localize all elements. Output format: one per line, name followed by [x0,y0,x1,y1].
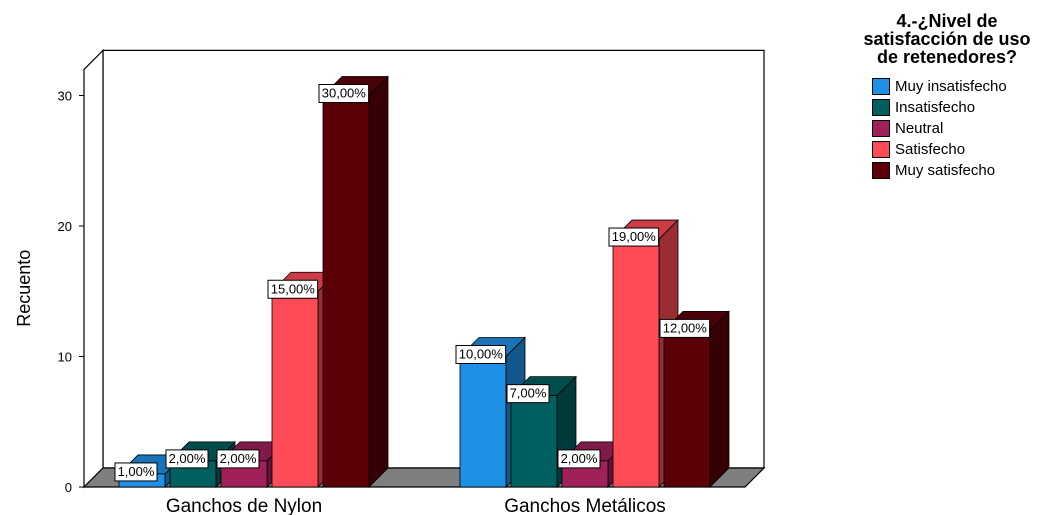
legend-swatch [872,141,890,158]
bar-front [612,238,660,488]
category-label: Ganchos Metálicos [504,496,666,515]
y-tick-label: 20 [58,219,72,234]
legend-swatch [872,162,890,179]
data-label: 12,00% [659,318,711,338]
data-label-box [165,449,209,469]
legend-label: Insatisfecho [895,99,976,116]
legend-label: Muy satisfecho [895,162,996,179]
data-label: 30,00% [318,84,370,103]
bar-side [709,310,730,488]
legend-label: Neutral [895,120,944,137]
y-axis-title: Recuento [14,250,34,327]
data-label-text: 12,00% [663,320,708,335]
bar-front [459,356,507,488]
data-label-text: 1,00% [118,464,155,479]
y-tick-label: 30 [58,89,72,104]
legend-item: Satisfecho [872,139,1047,160]
data-label-text: 30,00% [322,86,367,101]
data-label: 2,00% [165,449,209,469]
category-label: Ganchos de Nylon [166,496,322,515]
data-label-box [659,318,711,338]
data-label: 2,00% [557,449,601,469]
data-label-box [114,462,158,482]
data-labels: 1,00% 2,00% 2,00% 15,00% 30,00% 10,00% 7,00% 2,… [114,84,711,482]
legend-item: Muy satisfecho [872,160,1047,181]
data-label-box [267,279,319,299]
chart-axes: 0 10 20 30 Recuento Ganchos de Nylon Ganchos M… [14,89,666,515]
data-label-text: 19,00% [612,229,657,244]
legend-item: Muy insatisfecho [872,76,1047,97]
legend-item: Neutral [872,118,1047,139]
bar [322,75,389,488]
legend-title: 4.-¿Nivel de satisfacción de uso de rete… [863,11,1031,67]
data-label-text: 15,00% [271,281,316,296]
legend-swatch [872,78,890,95]
data-label: 1,00% [114,462,158,482]
data-label-box [455,345,507,364]
legend-label: Muy insatisfecho [895,78,1007,95]
legend-item: Insatisfecho [872,97,1047,118]
data-label-box [506,384,550,404]
data-label: 15,00% [267,279,319,299]
data-label: 7,00% [506,384,550,404]
bar-front [663,329,711,488]
bar-front [322,95,370,488]
data-label-text: 7,00% [510,386,547,401]
data-label: 2,00% [216,449,260,469]
bar-side [368,75,389,488]
data-label: 10,00% [455,345,507,364]
data-label-box [216,449,260,469]
y-tick-label: 10 [58,350,72,365]
legend-items: Muy insatisfecho Insatisfecho Neutral Satis… [872,76,1047,181]
data-label: 19,00% [608,227,660,247]
data-label-text: 10,00% [459,347,504,362]
data-label-box [608,227,660,247]
data-label-text: 2,00% [169,451,206,466]
legend-swatch [872,99,890,116]
bar-front [271,290,319,488]
legend: 4.-¿Nivel de satisfacción de uso de rete… [862,12,1047,181]
data-label-text: 2,00% [561,451,598,466]
y-tick-label: 0 [65,480,72,495]
data-label-text: 2,00% [220,451,257,466]
side-wall [83,48,104,489]
bar-front [510,395,558,488]
data-label-box [557,449,601,469]
data-label-box [318,84,370,103]
bar [459,336,526,488]
legend-label: Satisfecho [895,141,966,158]
legend-swatch [872,120,890,137]
